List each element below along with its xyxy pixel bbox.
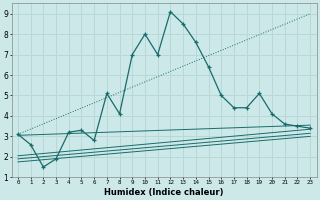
X-axis label: Humidex (Indice chaleur): Humidex (Indice chaleur) (104, 188, 224, 197)
